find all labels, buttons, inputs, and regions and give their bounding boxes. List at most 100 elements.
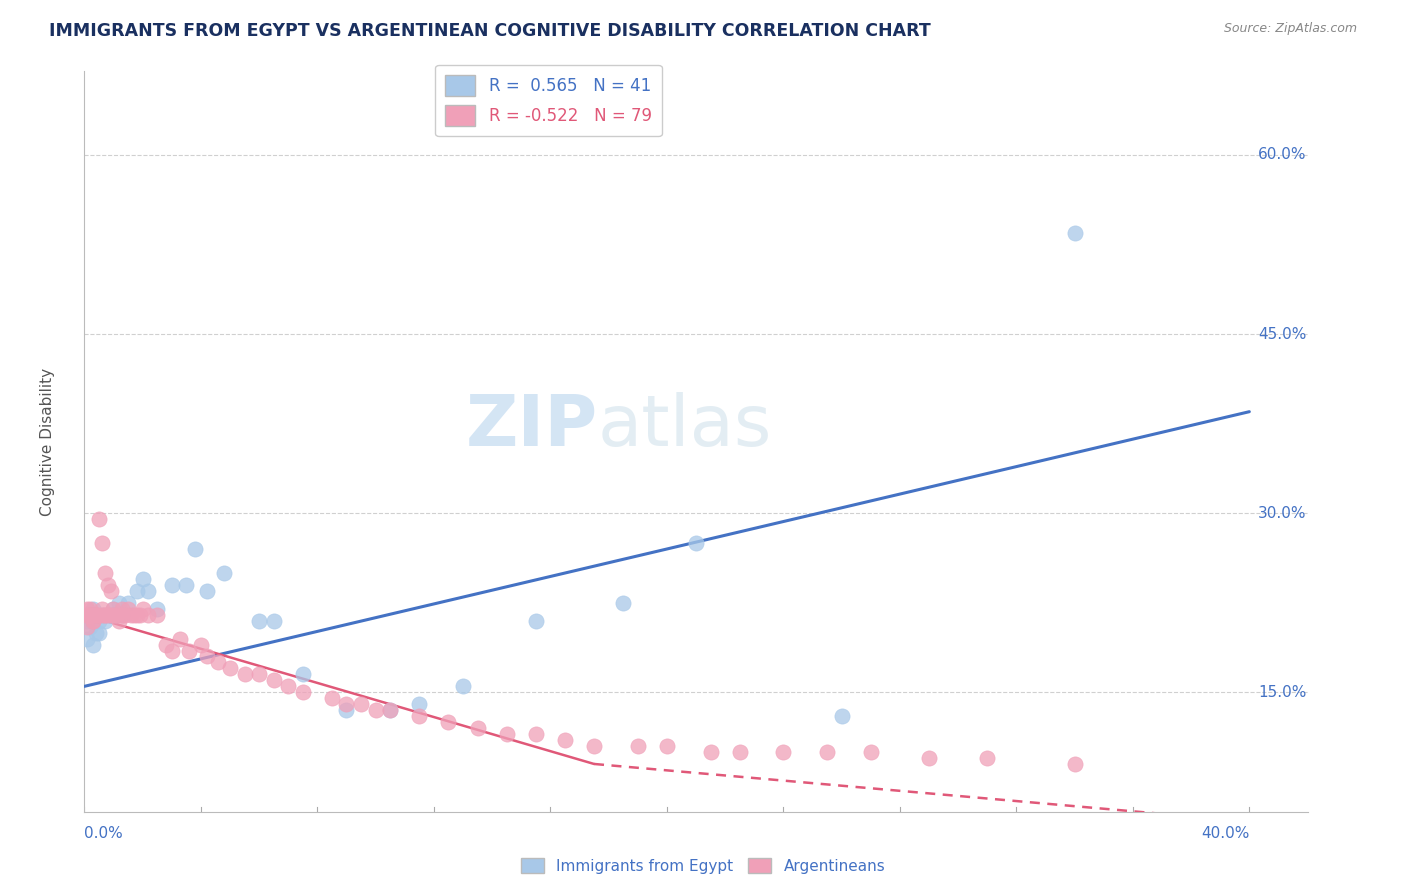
Point: [146, 601, 169, 615]
Point: [131, 601, 153, 615]
Point: [772, 745, 794, 759]
Legend: Immigrants from Egypt, Argentineans: Immigrants from Egypt, Argentineans: [515, 852, 891, 880]
Point: [111, 601, 134, 615]
Point: [84, 625, 107, 640]
Point: [467, 721, 489, 735]
Point: [87, 607, 110, 622]
Point: [93, 566, 115, 580]
Point: [105, 607, 128, 622]
Point: [79, 607, 101, 622]
Point: [79, 607, 101, 622]
Point: [380, 703, 402, 717]
Point: [277, 679, 299, 693]
Point: [82, 614, 104, 628]
Point: [79, 619, 101, 633]
Point: [117, 601, 139, 615]
Point: [76, 601, 98, 615]
Point: [212, 566, 235, 580]
Point: [155, 638, 177, 652]
Point: [321, 691, 343, 706]
Point: [90, 601, 112, 615]
Point: [76, 632, 98, 646]
Text: Source: ZipAtlas.com: Source: ZipAtlas.com: [1223, 22, 1357, 36]
Point: [79, 607, 101, 622]
Point: [82, 614, 104, 628]
Point: [111, 607, 134, 622]
Point: [179, 643, 201, 657]
Point: [120, 607, 142, 622]
Point: [451, 679, 474, 693]
Point: [76, 607, 98, 622]
Point: [82, 638, 104, 652]
Point: [174, 578, 197, 592]
Text: IMMIGRANTS FROM EGYPT VS ARGENTINEAN COGNITIVE DISABILITY CORRELATION CHART: IMMIGRANTS FROM EGYPT VS ARGENTINEAN COG…: [49, 22, 931, 40]
Point: [100, 583, 122, 598]
Point: [195, 583, 218, 598]
Point: [100, 607, 122, 622]
Text: 40.0%: 40.0%: [1201, 826, 1250, 841]
Point: [76, 619, 98, 633]
Point: [263, 673, 285, 688]
Point: [190, 638, 212, 652]
Point: [100, 607, 122, 622]
Point: [219, 661, 242, 675]
Point: [87, 614, 110, 628]
Point: [524, 727, 547, 741]
Point: [84, 607, 107, 622]
Point: [79, 601, 101, 615]
Point: [335, 698, 357, 712]
Point: [97, 607, 120, 622]
Point: [84, 607, 107, 622]
Point: [160, 643, 183, 657]
Point: [87, 512, 110, 526]
Text: Cognitive Disability: Cognitive Disability: [41, 368, 55, 516]
Point: [335, 703, 357, 717]
Point: [108, 614, 131, 628]
Point: [125, 583, 148, 598]
Point: [103, 601, 125, 615]
Text: 45.0%: 45.0%: [1258, 326, 1306, 342]
Point: [612, 596, 634, 610]
Point: [524, 614, 547, 628]
Point: [90, 536, 112, 550]
Point: [103, 607, 125, 622]
Point: [82, 607, 104, 622]
Point: [76, 607, 98, 622]
Point: [495, 727, 517, 741]
Point: [350, 698, 373, 712]
Point: [82, 607, 104, 622]
Point: [247, 667, 270, 681]
Point: [114, 607, 136, 622]
Point: [1063, 756, 1085, 771]
Point: [554, 733, 576, 747]
Point: [291, 667, 314, 681]
Point: [128, 607, 150, 622]
Point: [87, 625, 110, 640]
Point: [728, 745, 751, 759]
Point: [76, 614, 98, 628]
Point: [125, 607, 148, 622]
Point: [655, 739, 678, 753]
Point: [408, 709, 430, 723]
Point: [93, 607, 115, 622]
Point: [815, 745, 838, 759]
Point: [699, 745, 721, 759]
Point: [918, 751, 941, 765]
Point: [122, 607, 145, 622]
Text: 30.0%: 30.0%: [1258, 506, 1306, 521]
Point: [195, 649, 218, 664]
Point: [90, 607, 112, 622]
Text: 0.0%: 0.0%: [84, 826, 124, 841]
Text: 15.0%: 15.0%: [1258, 685, 1306, 700]
Point: [97, 578, 120, 592]
Point: [84, 607, 107, 622]
Text: atlas: atlas: [598, 392, 772, 461]
Point: [103, 601, 125, 615]
Point: [131, 572, 153, 586]
Point: [90, 607, 112, 622]
Point: [84, 607, 107, 622]
Point: [169, 632, 191, 646]
Point: [437, 715, 460, 730]
Point: [831, 709, 853, 723]
Point: [84, 607, 107, 622]
